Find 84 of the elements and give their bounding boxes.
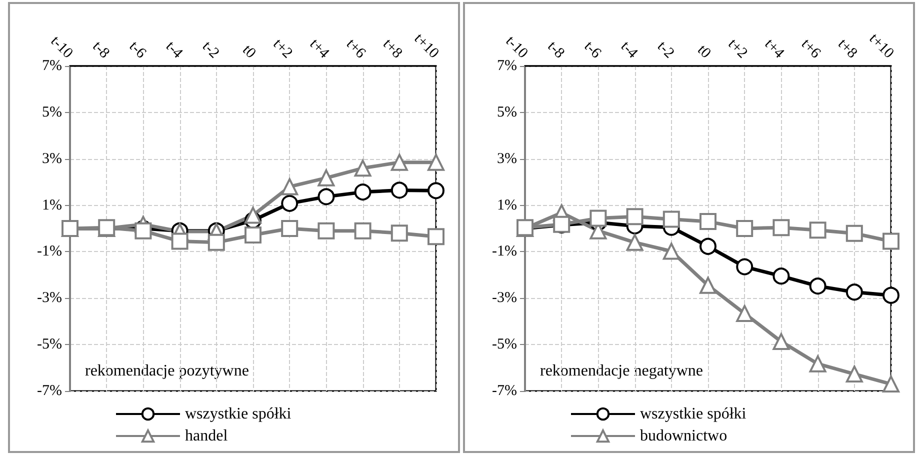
y-tick-label: 5% bbox=[42, 104, 62, 120]
y-tick-label: -3% bbox=[37, 290, 62, 306]
x-tick-label: t-2 bbox=[198, 38, 222, 62]
x-tick-label: t-8 bbox=[89, 38, 112, 62]
point bbox=[809, 222, 826, 239]
x-tick-label: t+10 bbox=[410, 30, 442, 62]
point bbox=[700, 238, 716, 255]
x-tick-label: t0 bbox=[239, 42, 259, 62]
point bbox=[354, 160, 372, 177]
point bbox=[354, 222, 372, 240]
x-tick-label: t-6 bbox=[126, 38, 150, 62]
y-tick-label: 3% bbox=[42, 150, 62, 167]
x-tick-label: t0 bbox=[694, 42, 714, 62]
point bbox=[846, 366, 863, 383]
point bbox=[882, 232, 900, 250]
point bbox=[134, 222, 152, 240]
point bbox=[318, 169, 335, 186]
point bbox=[390, 154, 408, 171]
y-tick-label: 1% bbox=[42, 197, 62, 214]
x-tick-label: t+2 bbox=[724, 36, 750, 62]
y-tick-label: 3% bbox=[497, 150, 517, 167]
y-tick-label: -5% bbox=[37, 336, 62, 353]
point bbox=[208, 234, 225, 251]
legend-label: handel bbox=[185, 428, 228, 444]
point bbox=[662, 210, 680, 228]
point bbox=[700, 213, 716, 230]
y-tick-label: 1% bbox=[497, 197, 517, 214]
annotation: rekomendacje negatywne bbox=[540, 362, 704, 380]
point bbox=[281, 220, 298, 237]
point bbox=[846, 284, 863, 301]
x-tick-label: t+4 bbox=[761, 36, 788, 62]
point bbox=[244, 206, 262, 224]
point bbox=[390, 182, 408, 199]
x-tick-label: t-4 bbox=[617, 38, 641, 62]
point bbox=[882, 376, 900, 393]
x-tick-label: t+8 bbox=[380, 36, 406, 62]
x-tick-label: t+6 bbox=[798, 36, 824, 62]
y-tick-label: -3% bbox=[492, 290, 517, 306]
point bbox=[281, 178, 298, 196]
y-tick-label: 7% bbox=[42, 58, 62, 74]
legend-label: wszystkie spółki bbox=[185, 406, 292, 422]
point bbox=[318, 222, 335, 240]
x-tick-label: t-8 bbox=[544, 38, 568, 62]
point bbox=[281, 194, 298, 212]
y-tick-label: -5% bbox=[492, 336, 517, 353]
point bbox=[428, 228, 444, 246]
point bbox=[772, 333, 790, 350]
y-tick-label: 7% bbox=[497, 58, 517, 74]
legend-label: budownictwo bbox=[640, 428, 728, 444]
point bbox=[772, 219, 790, 236]
y-tick-label: 5% bbox=[497, 104, 517, 120]
x-tick-label: t+8 bbox=[834, 36, 860, 62]
x-tick-label: t+2 bbox=[270, 36, 296, 62]
x-tick-label: t-2 bbox=[654, 38, 678, 62]
point bbox=[171, 232, 188, 250]
point bbox=[736, 304, 754, 322]
x-tick-label: t-4 bbox=[162, 38, 186, 62]
point bbox=[626, 208, 644, 226]
point bbox=[354, 184, 372, 201]
y-tick-label: -7% bbox=[492, 383, 517, 399]
point bbox=[882, 286, 900, 304]
y-tick-label: -1% bbox=[492, 244, 517, 260]
legend-label: wszystkie spółki bbox=[640, 406, 747, 422]
point bbox=[662, 242, 680, 260]
point bbox=[772, 268, 790, 285]
point bbox=[390, 224, 408, 242]
x-tick-label: t+10 bbox=[866, 30, 897, 62]
point bbox=[590, 210, 607, 227]
point bbox=[318, 188, 335, 206]
point bbox=[626, 234, 644, 251]
point bbox=[809, 355, 826, 372]
point bbox=[809, 278, 826, 295]
y-tick-label: -1% bbox=[37, 244, 62, 260]
point bbox=[700, 276, 716, 294]
y-tick-label: -7% bbox=[37, 383, 62, 399]
point bbox=[736, 258, 754, 276]
point bbox=[736, 220, 754, 237]
point bbox=[428, 154, 444, 171]
point bbox=[846, 224, 863, 242]
x-tick-label: t+6 bbox=[342, 36, 369, 62]
point bbox=[244, 226, 262, 244]
x-tick-label: t-6 bbox=[580, 38, 604, 62]
point bbox=[428, 182, 444, 200]
x-tick-label: t+4 bbox=[306, 36, 332, 62]
